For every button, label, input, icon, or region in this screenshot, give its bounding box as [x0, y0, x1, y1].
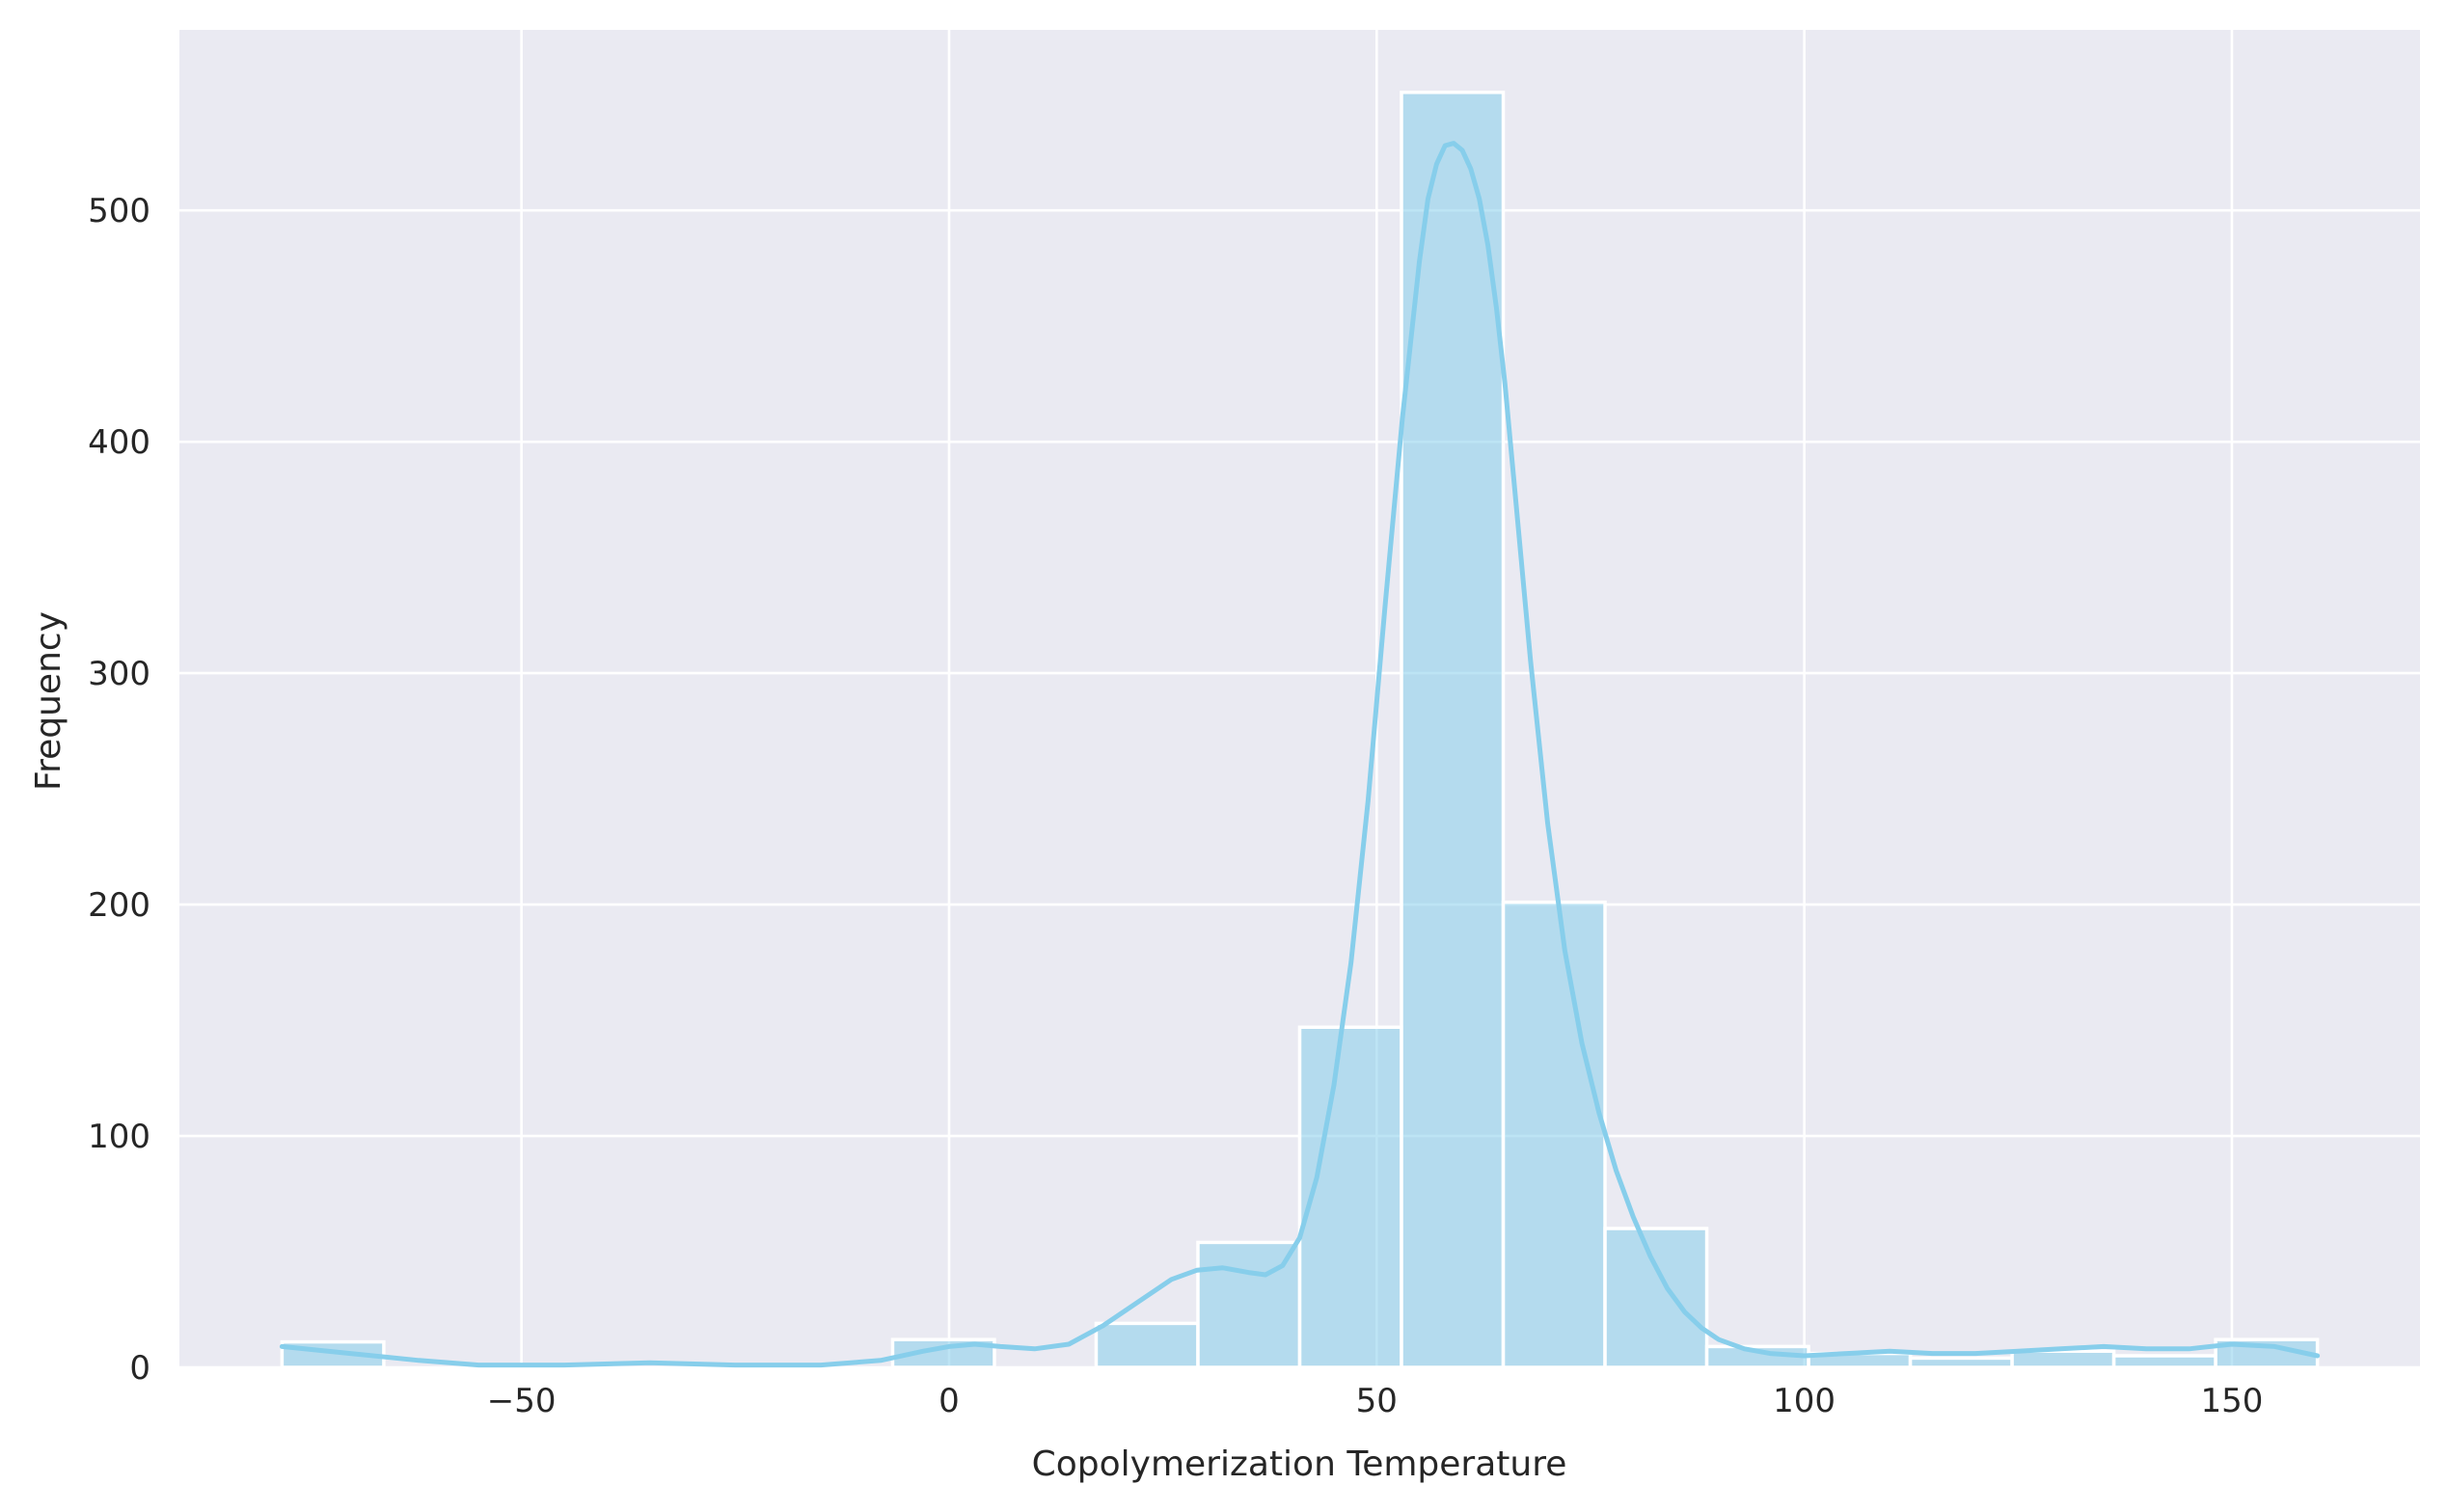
x-tick-label: 50	[1356, 1382, 1398, 1420]
kde-curve-group	[279, 141, 2321, 1368]
y-tick-label: 300	[88, 655, 150, 693]
y-axis-ticks: 0 100 200 300 400 500	[88, 192, 150, 1388]
y-axis-label: Frequency	[29, 611, 68, 791]
histogram-bar	[2111, 1354, 2217, 1369]
histogram-bars	[280, 91, 2320, 1369]
histogram-bar	[1908, 1356, 2014, 1369]
x-tick-label: 150	[2200, 1382, 2263, 1420]
x-tick-label: 100	[1773, 1382, 1836, 1420]
y-tick-label: 400	[88, 423, 150, 462]
histogram-bar	[2010, 1349, 2116, 1369]
histogram-bar	[1501, 900, 1607, 1369]
x-axis-ticks: −50 0 50 100 150	[487, 1382, 2264, 1420]
histogram-bar	[1603, 1227, 1709, 1369]
y-tick-label: 200	[88, 886, 150, 925]
x-axis-label: Copolymerization Temperature	[1032, 1444, 1567, 1484]
histogram-bar	[1094, 1321, 1200, 1369]
histogram-bar	[1400, 91, 1506, 1369]
y-tick-label: 100	[88, 1118, 150, 1156]
x-tick-label: −50	[487, 1382, 557, 1420]
x-tick-label: 0	[938, 1382, 960, 1420]
kde-line	[279, 141, 2321, 1368]
y-tick-label: 500	[88, 192, 150, 230]
y-tick-label: 0	[129, 1349, 150, 1388]
histogram-bar	[1297, 1025, 1403, 1369]
